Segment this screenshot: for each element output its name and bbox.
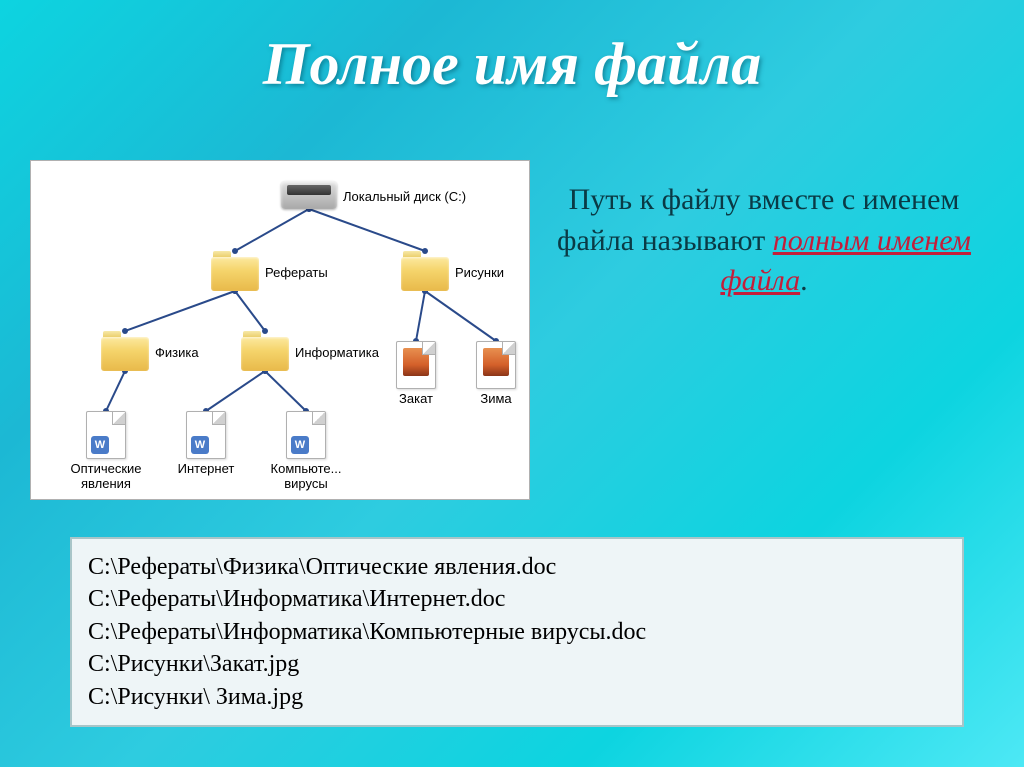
- slide-title: Полное имя файла: [0, 30, 1024, 99]
- node-label: Рисунки: [455, 265, 504, 280]
- folder-icon: [211, 251, 259, 291]
- node-informatika: Информатика: [241, 331, 379, 371]
- node-opticheskie: W Оптические явления: [51, 411, 161, 491]
- path-line: C:\Рефераты\Физика\Оптические явления.do…: [88, 551, 946, 583]
- node-zima: Зима: [451, 341, 541, 406]
- node-risunki: Рисунки: [401, 251, 504, 291]
- node-internet: W Интернет: [161, 411, 251, 476]
- tree-diagram-panel: Локальный диск (C:) Рефераты Рисунки Физ…: [30, 160, 530, 500]
- node-label: Закат: [399, 391, 433, 406]
- node-label: Компьюте... вирусы: [256, 461, 356, 491]
- desc-part3: .: [800, 264, 808, 297]
- node-virusy: W Компьюте... вирусы: [256, 411, 356, 491]
- folder-icon: [241, 331, 289, 371]
- node-label: Зима: [480, 391, 511, 406]
- doc-badge: W: [291, 436, 309, 454]
- doc-icon: W: [186, 411, 226, 459]
- doc-badge: W: [191, 436, 209, 454]
- image-file-icon: [476, 341, 516, 389]
- node-zakat: Закат: [371, 341, 461, 406]
- path-line: C:\Рефераты\Информатика\Интернет.doc: [88, 583, 946, 615]
- doc-icon: W: [286, 411, 326, 459]
- folder-icon: [401, 251, 449, 291]
- node-fizika: Физика: [101, 331, 199, 371]
- description-text: Путь к файлу вместе с именем файла назыв…: [534, 180, 994, 302]
- node-label: Интернет: [178, 461, 235, 476]
- image-file-icon: [396, 341, 436, 389]
- folder-icon: [101, 331, 149, 371]
- node-root: Локальный диск (C:): [281, 181, 466, 209]
- node-label: Информатика: [295, 345, 379, 360]
- disk-icon: [281, 181, 337, 209]
- file-paths-panel: C:\Рефераты\Физика\Оптические явления.do…: [70, 537, 964, 727]
- node-label: Рефераты: [265, 265, 328, 280]
- path-line: C:\Рефераты\Информатика\Компьютерные вир…: [88, 616, 946, 648]
- node-label: Оптические явления: [51, 461, 161, 491]
- doc-icon: W: [86, 411, 126, 459]
- doc-badge: W: [91, 436, 109, 454]
- path-line: C:\Рисунки\ Зима.jpg: [88, 681, 946, 713]
- path-line: C:\Рисунки\Закат.jpg: [88, 648, 946, 680]
- node-label: Физика: [155, 345, 199, 360]
- node-referaty: Рефераты: [211, 251, 328, 291]
- node-label: Локальный диск (C:): [343, 189, 466, 204]
